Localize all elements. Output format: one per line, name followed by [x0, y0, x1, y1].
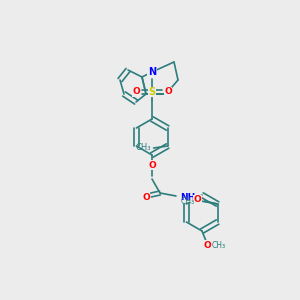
Text: O: O	[194, 196, 202, 205]
Text: O: O	[148, 160, 156, 169]
Text: NH: NH	[180, 193, 195, 202]
Text: CH₃: CH₃	[212, 241, 226, 250]
Text: O: O	[142, 193, 150, 202]
Text: N: N	[148, 67, 156, 77]
Text: S: S	[148, 87, 156, 97]
Text: O: O	[132, 88, 140, 97]
Text: O: O	[164, 88, 172, 97]
Text: CH₃: CH₃	[135, 143, 151, 152]
Text: CH₃: CH₃	[181, 196, 195, 206]
Text: O: O	[203, 241, 211, 250]
